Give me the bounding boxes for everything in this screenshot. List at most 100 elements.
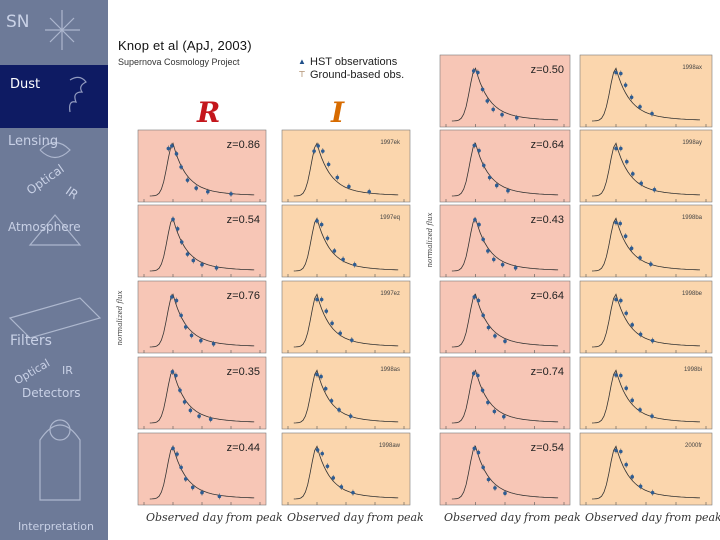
data-point bbox=[652, 187, 657, 192]
panel-frame bbox=[137, 129, 267, 203]
data-point bbox=[324, 309, 329, 313]
legend-item-ground: ⊤ Ground-based obs. bbox=[298, 68, 405, 81]
redshift-label: z=0.64 bbox=[531, 290, 564, 302]
data-point bbox=[347, 184, 351, 189]
data-point bbox=[629, 95, 634, 100]
data-point bbox=[515, 116, 519, 120]
data-point bbox=[630, 398, 634, 403]
legend-item-hst: ▲ HST observations bbox=[298, 55, 404, 68]
data-point bbox=[481, 313, 485, 318]
data-point bbox=[471, 69, 476, 73]
data-point bbox=[174, 298, 179, 303]
data-point bbox=[315, 448, 320, 452]
data-point bbox=[217, 494, 222, 499]
light-curve-fit bbox=[293, 369, 399, 424]
sidebar-item-dust[interactable]: Dust bbox=[0, 65, 108, 128]
data-point bbox=[229, 192, 233, 196]
data-point bbox=[619, 373, 623, 378]
data-point bbox=[208, 417, 213, 422]
data-point bbox=[214, 266, 219, 270]
data-point bbox=[170, 295, 174, 299]
redshift-label: z=0.64 bbox=[531, 139, 564, 151]
legend-label: Ground-based obs. bbox=[310, 68, 405, 81]
data-point bbox=[618, 221, 622, 226]
data-point bbox=[630, 475, 634, 479]
data-point bbox=[320, 451, 325, 456]
data-point bbox=[486, 325, 491, 330]
sidebar-item-detectors[interactable]: Optical IR Detectors bbox=[0, 357, 108, 408]
data-point bbox=[174, 152, 179, 156]
data-point bbox=[352, 262, 357, 267]
light-curve-fit bbox=[591, 217, 701, 272]
data-point bbox=[650, 111, 654, 116]
data-point bbox=[506, 188, 510, 193]
data-point bbox=[339, 485, 344, 489]
light-curve-fit bbox=[451, 142, 559, 197]
data-point bbox=[315, 297, 319, 302]
data-point bbox=[623, 234, 628, 238]
data-point bbox=[486, 477, 491, 482]
data-point bbox=[335, 175, 340, 180]
redshift-label: z=0.43 bbox=[531, 214, 564, 226]
data-point bbox=[477, 222, 481, 227]
x-axis-label: Observed day from peak bbox=[287, 511, 424, 524]
light-curve-fit bbox=[591, 445, 701, 500]
data-point bbox=[200, 490, 204, 495]
data-point bbox=[472, 295, 477, 299]
data-point bbox=[179, 313, 183, 318]
band-label-r: R bbox=[197, 96, 221, 129]
data-point bbox=[329, 399, 334, 403]
data-point bbox=[623, 83, 628, 87]
sn-name-label: 1997eq bbox=[380, 215, 400, 221]
sn-name-label: 1998as bbox=[380, 367, 400, 373]
data-point bbox=[650, 338, 655, 343]
data-point bbox=[486, 400, 490, 405]
data-point bbox=[638, 484, 643, 489]
data-point bbox=[473, 218, 477, 222]
sn-name-label: 1998ay bbox=[682, 140, 702, 146]
data-point bbox=[476, 298, 481, 303]
data-point bbox=[476, 450, 481, 455]
data-point bbox=[500, 262, 505, 267]
data-point bbox=[189, 333, 194, 338]
light-curve-fit bbox=[591, 67, 701, 122]
data-point bbox=[638, 332, 643, 337]
data-point bbox=[170, 144, 174, 148]
light-curve-fit bbox=[293, 217, 399, 272]
data-point bbox=[503, 339, 507, 344]
data-point bbox=[341, 257, 345, 262]
data-point bbox=[179, 165, 183, 169]
sidebar-item-label: Dust bbox=[10, 77, 41, 92]
data-point bbox=[638, 408, 642, 412]
data-point bbox=[185, 178, 190, 182]
data-point bbox=[175, 452, 179, 456]
data-point bbox=[175, 227, 180, 231]
panel-frame bbox=[579, 432, 713, 506]
data-point bbox=[624, 386, 628, 391]
panel-frame bbox=[579, 280, 713, 354]
data-point bbox=[183, 477, 188, 481]
sidebar-item-interpretation[interactable]: Interpretation bbox=[0, 408, 108, 540]
data-point bbox=[649, 262, 653, 266]
sidebar-item-label: SN bbox=[6, 12, 30, 32]
data-point bbox=[630, 323, 634, 327]
sidebar-item-sn[interactable]: SN bbox=[0, 0, 108, 65]
data-point bbox=[337, 408, 341, 412]
light-curve-fit bbox=[149, 369, 255, 424]
data-point bbox=[624, 462, 628, 467]
data-point bbox=[171, 446, 175, 451]
data-point bbox=[486, 249, 490, 253]
data-point bbox=[619, 298, 623, 303]
data-point bbox=[614, 373, 618, 377]
data-point bbox=[492, 409, 497, 414]
data-point bbox=[166, 146, 171, 151]
panel-frame bbox=[439, 204, 571, 278]
data-point bbox=[319, 297, 324, 302]
light-curve-fit bbox=[451, 369, 559, 424]
data-point bbox=[614, 220, 618, 225]
redshift-label: z=0.50 bbox=[531, 64, 564, 76]
error-bar-icon: ⊤ bbox=[298, 70, 306, 79]
redshift-label: z=0.35 bbox=[227, 366, 260, 378]
hst-point-icon: ▲ bbox=[298, 57, 306, 66]
